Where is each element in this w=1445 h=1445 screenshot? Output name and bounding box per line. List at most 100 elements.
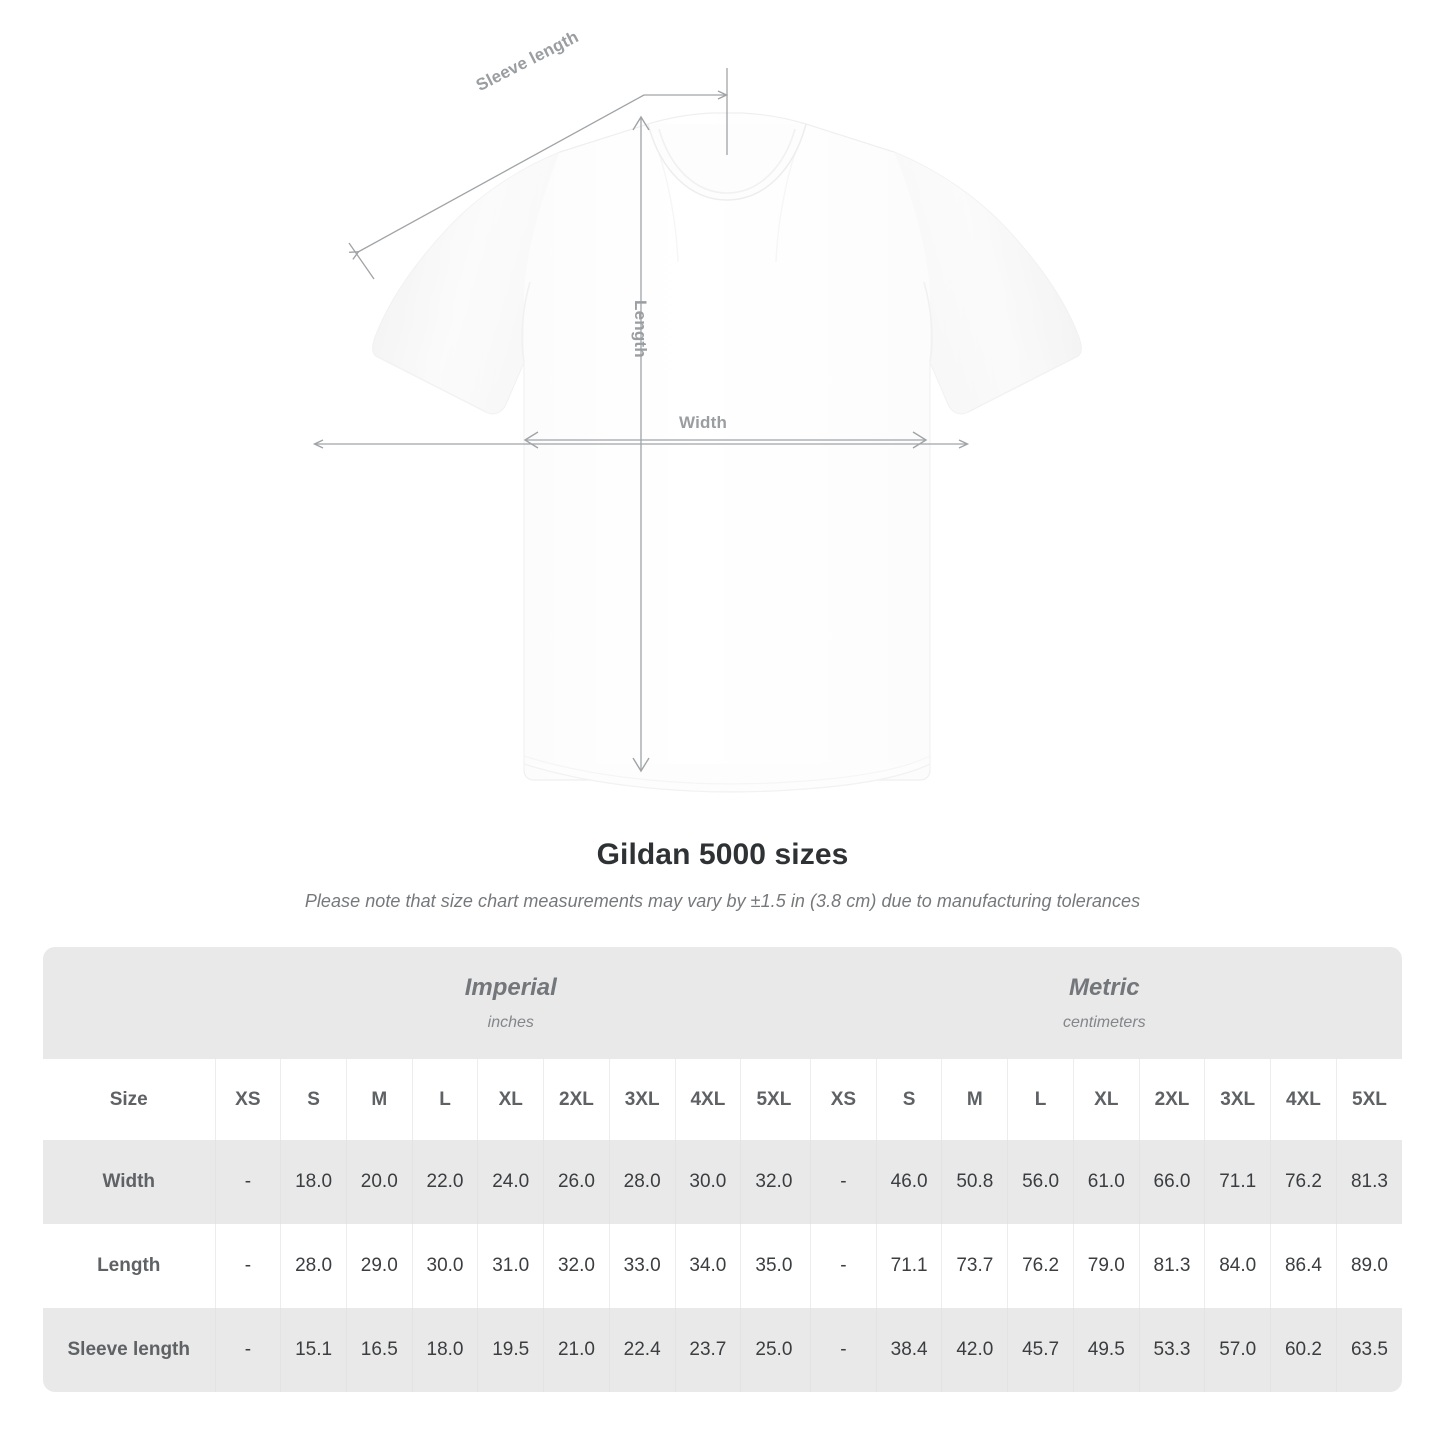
measurement-value-metric: 76.2 (1007, 1224, 1074, 1308)
measurement-value-metric: 81.3 (1335, 1140, 1403, 1224)
measurement-value-metric: 86.4 (1270, 1224, 1337, 1308)
size-column-header: L (411, 1059, 478, 1140)
unit-group-subtitle: inches (487, 1014, 534, 1032)
measurement-value-metric: 66.0 (1138, 1140, 1205, 1224)
size-column-header: XL (1072, 1059, 1140, 1140)
measurement-value-imperial: 19.5 (477, 1308, 544, 1392)
measurement-value-metric: - (810, 1308, 877, 1392)
unit-group-name: Metric (1068, 973, 1140, 1001)
length-arrow (312, 115, 970, 773)
measurement-value-imperial: 18.0 (280, 1140, 347, 1224)
width-arrow (523, 431, 928, 449)
table-row: Width -18.0 20.0 22.0 24.0 26.0 28.0 30.0 32.0-4… (43, 1140, 1403, 1224)
measurement-label: Length (43, 1224, 215, 1308)
measurement-value-metric: 79.0 (1072, 1224, 1140, 1308)
size-chart-table: Imperial inches Metric centimeters Size XS S M L… (43, 947, 1403, 1392)
sleeve-length-arrow (348, 68, 729, 280)
measurement-value-imperial: 30.0 (411, 1224, 478, 1308)
size-column-header: 5XL (740, 1059, 807, 1140)
measurement-value-imperial: - (214, 1308, 281, 1392)
measurement-value-metric: 81.3 (1138, 1224, 1205, 1308)
width-label: Width (679, 413, 728, 432)
measurement-value-metric: 56.0 (1007, 1140, 1074, 1224)
size-column-header: L (1007, 1059, 1074, 1140)
measurement-value-metric: 38.4 (875, 1308, 942, 1392)
measurement-value-imperial: 35.0 (740, 1224, 807, 1308)
size-column-header: XS (810, 1059, 877, 1140)
unit-group-imperial: Imperial inches (215, 947, 807, 1059)
measurement-value-imperial: 22.4 (608, 1308, 676, 1392)
measurement-value-metric: 46.0 (875, 1140, 942, 1224)
measurement-label: Sleeve length (43, 1308, 215, 1392)
unit-band-spacer (43, 947, 215, 1059)
table-row: Length -28.0 29.0 30.0 31.0 32.0 33.0 34.0 35.0-… (43, 1224, 1403, 1308)
measurement-value-metric: 42.0 (941, 1308, 1008, 1392)
tshirt-illustration (312, 68, 1082, 793)
size-column-header: 2XL (543, 1059, 610, 1140)
measurement-value-imperial: 23.7 (674, 1308, 741, 1392)
measurement-value-imperial: 15.1 (280, 1308, 347, 1392)
size-column-header: M (941, 1059, 1008, 1140)
size-column-header: 5XL (1335, 1059, 1403, 1140)
unit-group-name: Imperial (464, 973, 557, 1001)
size-column-header: 3XL (1204, 1059, 1271, 1140)
size-column-header: 3XL (608, 1059, 676, 1140)
size-column-header: 2XL (1138, 1059, 1205, 1140)
unit-group-metric: Metric centimeters (806, 947, 1403, 1059)
measurement-value-metric: 45.7 (1007, 1308, 1074, 1392)
measurement-value-imperial: 28.0 (608, 1140, 676, 1224)
size-header-row: Size XS S M L XL 2XL 3XL 4XL 5XL XS S M L XL 2XL 3XL 4XL 5… (43, 1059, 1403, 1140)
measurement-value-imperial: 20.0 (345, 1140, 413, 1224)
measurement-value-metric: 63.5 (1335, 1308, 1403, 1392)
measurement-value-metric: - (810, 1224, 877, 1308)
measurement-value-metric: 53.3 (1138, 1308, 1205, 1392)
measurement-value-imperial: 32.0 (740, 1140, 807, 1224)
unit-gutter (806, 1059, 811, 1140)
measurement-value-imperial: - (214, 1224, 281, 1308)
unit-gutter (806, 1308, 811, 1392)
measurement-label: Width (43, 1140, 215, 1224)
size-column-header: M (345, 1059, 413, 1140)
unit-gutter (806, 1224, 811, 1308)
measurement-value-imperial: 21.0 (543, 1308, 610, 1392)
measurement-value-metric: 76.2 (1270, 1140, 1337, 1224)
table-row: Sleeve length -15.1 16.5 18.0 19.5 21.0 22.4 23… (43, 1308, 1403, 1392)
tshirt-diagram: Sleeve length Length Width (312, 27, 1082, 793)
measurement-value-metric: 73.7 (941, 1224, 1008, 1308)
measurement-value-metric: 60.2 (1270, 1308, 1337, 1392)
measurement-value-metric: 71.1 (875, 1224, 942, 1308)
size-column-header: S (875, 1059, 942, 1140)
measurement-value-imperial: 30.0 (674, 1140, 741, 1224)
measurement-value-imperial: 25.0 (740, 1308, 807, 1392)
measurement-value-metric: - (810, 1140, 877, 1224)
measurement-value-imperial: 26.0 (543, 1140, 610, 1224)
measurement-value-metric: 89.0 (1335, 1224, 1403, 1308)
size-column-header: XS (214, 1059, 281, 1140)
measurement-value-metric: 71.1 (1204, 1140, 1271, 1224)
size-column-header: S (280, 1059, 347, 1140)
measurement-value-imperial: 18.0 (411, 1308, 478, 1392)
measurement-value-imperial: 32.0 (543, 1224, 610, 1308)
measurement-value-imperial: 29.0 (345, 1224, 413, 1308)
size-column-header: XL (477, 1059, 544, 1140)
measurement-value-imperial: 33.0 (608, 1224, 676, 1308)
title-block: Gildan 5000 sizes Please note that size … (0, 838, 1445, 912)
measurement-value-metric: 49.5 (1072, 1308, 1140, 1392)
measurement-value-metric: 57.0 (1204, 1308, 1271, 1392)
measurement-value-metric: 50.8 (941, 1140, 1008, 1224)
shirt-body-shape (372, 112, 1082, 793)
size-chart-table-wrapper: Imperial inches Metric centimeters Size XS S M L… (43, 947, 1403, 1392)
page-title: Gildan 5000 sizes (596, 838, 849, 871)
measurement-value-imperial: 24.0 (477, 1140, 544, 1224)
measurement-value-imperial: - (214, 1140, 281, 1224)
size-column-header: 4XL (1270, 1059, 1337, 1140)
measurement-value-metric: 84.0 (1204, 1224, 1271, 1308)
unit-group-subtitle: centimeters (1062, 1014, 1146, 1032)
size-column-header: 4XL (674, 1059, 741, 1140)
measurement-value-imperial: 28.0 (280, 1224, 347, 1308)
size-header-label: Size (43, 1059, 215, 1140)
unit-gutter (806, 1140, 811, 1224)
tolerance-note: Please note that size chart measurements… (304, 891, 1141, 911)
measurement-value-imperial: 22.0 (411, 1140, 478, 1224)
length-label: Length (631, 300, 650, 358)
